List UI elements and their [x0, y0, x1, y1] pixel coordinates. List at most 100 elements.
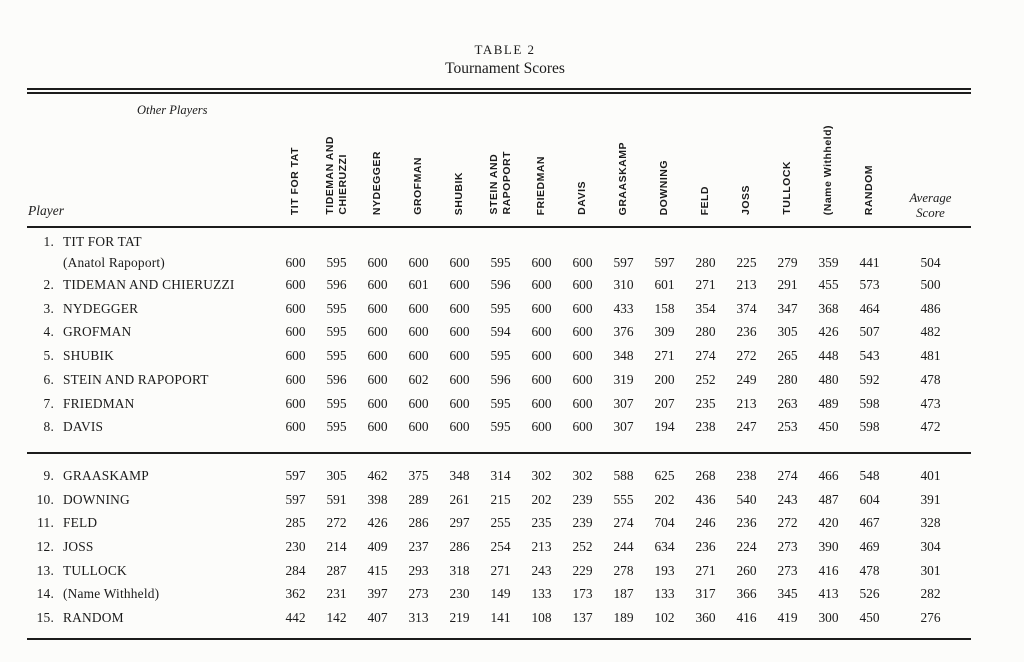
score-cell: 600 — [285, 255, 306, 270]
player-rank: 9. — [43, 467, 54, 483]
score-cell: 555 — [613, 491, 634, 507]
score-cell: 600 — [367, 419, 388, 435]
column-header-label: FRIEDMAN — [535, 155, 547, 215]
score-cell: 273 — [408, 586, 429, 602]
player-rank: 13. — [36, 562, 54, 578]
player-row: 3. NYDEGGER 600 595 600 600 600 595 600 600 433 158… — [27, 297, 971, 321]
score-cell: 235 — [531, 515, 552, 531]
player-name-cell: 2. TIDEMAN AND CHIERUZZI — [27, 273, 275, 297]
score-cell: 600 — [408, 348, 429, 364]
column-header-label: (Name Withheld) — [822, 124, 834, 215]
player-name-cell: 3. NYDEGGER — [27, 297, 275, 321]
score-cell: 543 — [859, 348, 880, 364]
average-score-cell: 401 — [920, 467, 941, 483]
column-header-nydegger: NYDEGGER — [357, 91, 398, 227]
score-cell: 291 — [777, 277, 798, 292]
column-header-random: RANDOM — [849, 91, 890, 227]
score-cell: 602 — [408, 371, 429, 387]
average-score-cell: 478 — [920, 371, 941, 387]
score-cell: 426 — [367, 515, 388, 531]
score-cell: 595 — [490, 255, 511, 270]
score-cell: 305 — [777, 324, 798, 340]
score-cell: 600 — [367, 348, 388, 364]
score-cell: 238 — [736, 467, 757, 483]
player-rank: 7. — [43, 395, 54, 411]
score-cell: 268 — [695, 467, 716, 483]
score-cell: 595 — [490, 395, 511, 411]
score-cell: 409 — [367, 539, 388, 555]
score-cell: 246 — [695, 515, 716, 531]
player-name: (Name Withheld) — [63, 586, 160, 602]
score-cell: 596 — [326, 371, 347, 387]
player-rank: 5. — [43, 348, 54, 364]
player-name: GRAASKAMP — [63, 467, 149, 483]
column-header-joss: JOSS — [726, 91, 767, 227]
column-header-davis: DAVIS — [562, 91, 603, 227]
score-cell: 243 — [777, 491, 798, 507]
column-header-label: DAVIS — [576, 181, 588, 215]
score-cell: 214 — [326, 539, 347, 555]
score-cell: 318 — [449, 562, 470, 578]
score-cell: 252 — [572, 539, 593, 555]
score-cell: 600 — [449, 419, 470, 435]
player-name: DOWNING — [63, 491, 130, 507]
score-cell: 231 — [326, 586, 347, 602]
average-score-cell: 486 — [920, 300, 941, 316]
score-cell: 319 — [613, 371, 634, 387]
table-caption: Tournament Scores — [445, 60, 565, 77]
table-body-top: 1. TIT FOR TAT (Anatol Rapoport) 600 595 600 6… — [27, 227, 971, 453]
score-cell: 600 — [408, 324, 429, 340]
score-cell: 601 — [408, 277, 429, 292]
score-cell: 213 — [736, 395, 757, 411]
score-cell: 600 — [449, 277, 470, 292]
score-cell: 229 — [572, 562, 593, 578]
player-row: 14. (Name Withheld) 362 231 397 273 230 149 133 1… — [27, 582, 971, 606]
score-cell: 310 — [613, 277, 634, 292]
player-name: NYDEGGER — [63, 300, 139, 316]
score-cell: 293 — [408, 562, 429, 578]
column-header-label: RANDOM — [863, 164, 875, 215]
score-cell: 272 — [326, 515, 347, 531]
score-cell: 260 — [736, 562, 757, 578]
score-cell: 600 — [367, 255, 388, 270]
score-cell: 213 — [736, 277, 757, 292]
score-cell: 272 — [736, 348, 757, 364]
score-cell: 274 — [777, 467, 798, 483]
score-cell: 600 — [408, 419, 429, 435]
player-rank: 4. — [43, 324, 54, 340]
score-cell: 307 — [613, 419, 634, 435]
average-score-cell: 282 — [920, 586, 941, 602]
column-header-label: STEIN AND RAPOPORT — [487, 151, 513, 215]
score-cell: 390 — [818, 539, 839, 555]
score-cell: 433 — [613, 300, 634, 316]
average-score-cell: 504 — [920, 255, 941, 270]
player-name-cell: 13. TULLOCK — [27, 559, 275, 583]
score-cell: 704 — [654, 515, 675, 531]
score-cell: 634 — [654, 539, 675, 555]
score-cell: 280 — [695, 255, 716, 270]
player-name: FELD — [63, 515, 98, 531]
score-cell: 600 — [572, 324, 593, 340]
player-name: JOSS — [63, 539, 94, 555]
score-cell: 200 — [654, 371, 675, 387]
header-row: Other Players Player TIT FOR TAT TIDEMAN… — [27, 91, 971, 227]
score-cell: 285 — [285, 515, 306, 531]
score-cell: 305 — [326, 467, 347, 483]
score-cell: 137 — [572, 610, 593, 626]
player-name: TULLOCK — [63, 562, 127, 578]
score-cell: 272 — [777, 515, 798, 531]
score-cell: 263 — [777, 395, 798, 411]
score-cell: 600 — [285, 277, 306, 292]
column-header-label: TIT FOR TAT — [289, 146, 301, 215]
player-row: 10. DOWNING 597 591 398 289 261 215 202 239 555 202… — [27, 488, 971, 512]
score-cell: 415 — [367, 562, 388, 578]
score-cell: 441 — [859, 255, 880, 270]
score-cell: 600 — [449, 300, 470, 316]
score-cell: 595 — [326, 324, 347, 340]
score-cell: 596 — [326, 277, 347, 292]
score-cell: 238 — [695, 419, 716, 435]
column-header-label: TIDEMAN AND CHIERUZZI — [323, 136, 349, 215]
player-name: GROFMAN — [63, 324, 132, 340]
score-cell: 133 — [531, 586, 552, 602]
